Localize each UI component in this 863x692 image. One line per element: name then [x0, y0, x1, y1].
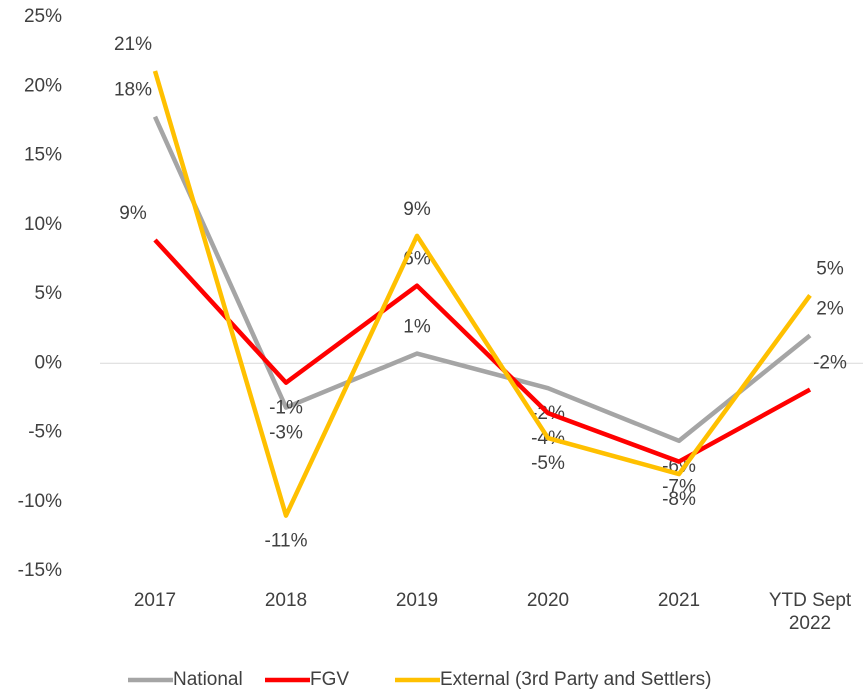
- data-label: -7%: [662, 477, 696, 498]
- data-label: -1%: [269, 398, 303, 419]
- data-label: 18%: [114, 80, 152, 101]
- data-label: -3%: [269, 423, 303, 444]
- data-label: 21%: [114, 34, 152, 55]
- x-tick-label: 2021: [657, 590, 701, 611]
- y-tick-label: 15%: [24, 145, 62, 166]
- data-label: 9%: [119, 203, 147, 224]
- x-tick-label: YTD Sept 2022: [768, 590, 852, 634]
- legend-label: External (3rd Party and Settlers): [440, 669, 711, 690]
- data-label: -2%: [813, 353, 847, 374]
- line: [152, 70, 812, 518]
- line: [152, 115, 812, 444]
- y-tick-label: -15%: [18, 560, 62, 581]
- y-tick-label: -10%: [18, 491, 62, 512]
- y-tick-label: 10%: [24, 214, 62, 235]
- data-label: -8%: [662, 489, 696, 510]
- x-tick-label: 2020: [526, 590, 570, 611]
- y-tick-label: 5%: [35, 283, 63, 304]
- data-label: 9%: [403, 199, 431, 220]
- line: [153, 238, 812, 464]
- data-label: 1%: [403, 317, 431, 338]
- y-tick-label: 0%: [35, 352, 63, 373]
- y-tick-label: 25%: [24, 6, 62, 27]
- data-label: -11%: [265, 531, 308, 552]
- data-label: 2%: [816, 299, 844, 320]
- data-label: -5%: [531, 453, 565, 474]
- y-tick-label: -5%: [28, 422, 62, 443]
- x-tick-label: 2019: [395, 590, 439, 611]
- legend-label: National: [173, 669, 243, 690]
- x-tick-label: 2018: [264, 590, 308, 611]
- y-tick-label: 20%: [24, 75, 62, 96]
- data-label: 5%: [816, 258, 844, 279]
- legend-label: FGV: [310, 669, 349, 690]
- x-tick-label: 2017: [133, 590, 177, 611]
